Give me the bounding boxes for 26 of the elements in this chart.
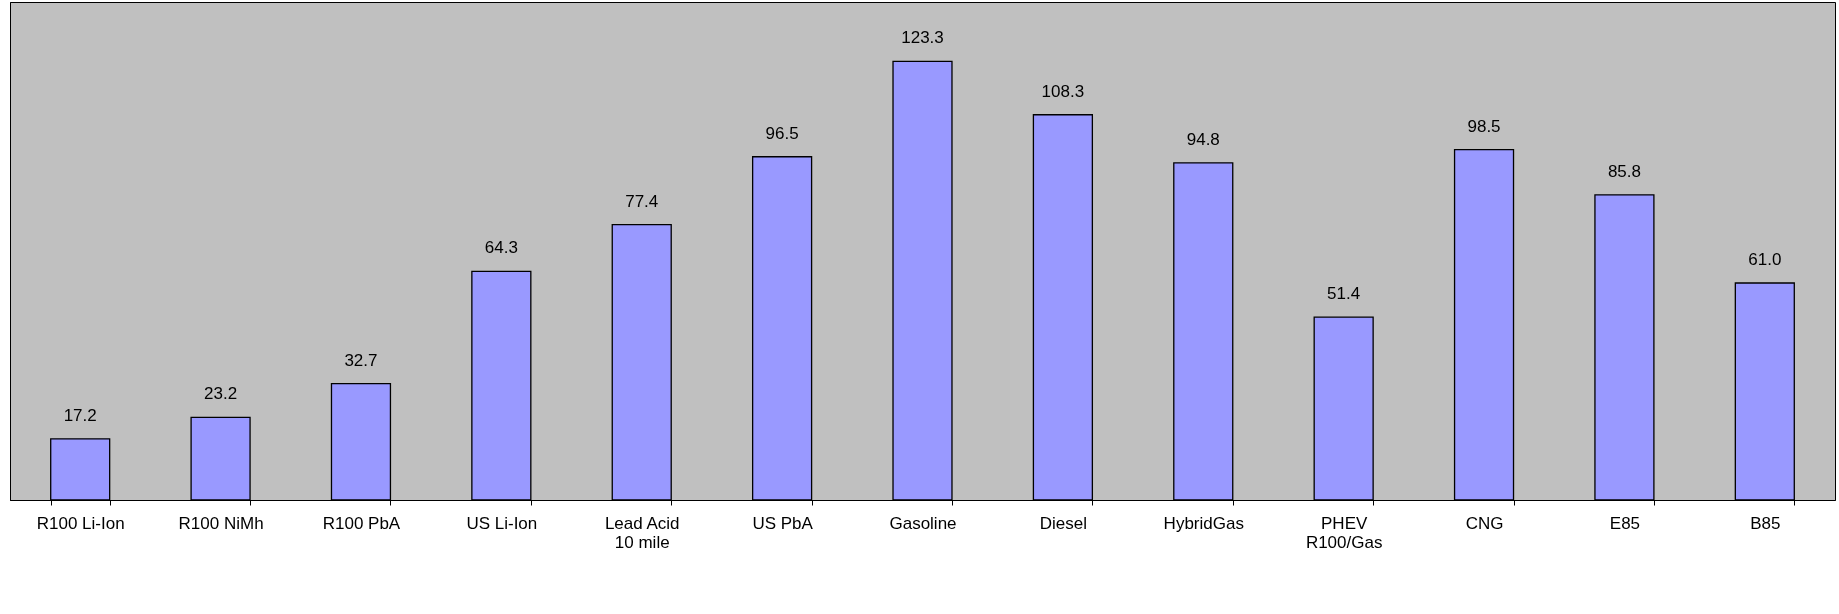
x-tick-label: R100 Li-Ion (36, 513, 125, 533)
x-tick-label: PHEV R100/Gas (1305, 513, 1383, 552)
x-tick-label: HybridGas (1163, 513, 1244, 533)
data-label: 123.3 (901, 28, 944, 48)
x-tick-label: B85 (1750, 513, 1781, 533)
data-label: 108.3 (1041, 81, 1085, 101)
x-tick-label: Gasoline (889, 513, 957, 533)
x-tick-label: CNG (1465, 513, 1504, 533)
x-tick-label: Diesel (1039, 513, 1088, 533)
x-tick-label: R100 PbA (322, 513, 401, 533)
x-tick-label: E85 (1609, 513, 1641, 533)
data-label: 96.5 (765, 123, 799, 143)
data-label: 64.3 (484, 238, 518, 258)
data-label: 23.2 (204, 384, 238, 404)
data-label: 98.5 (1467, 116, 1501, 136)
data-label: 51.4 (1327, 284, 1361, 304)
data-label: 61.0 (1748, 250, 1782, 270)
data-label: 94.8 (1186, 129, 1220, 149)
x-tick-label: Lead Acid 10 mile (604, 513, 680, 552)
data-label: 32.7 (344, 350, 378, 370)
x-tick-label: US PbA (752, 513, 814, 533)
data-label: 85.8 (1607, 161, 1641, 181)
data-label: 77.4 (625, 191, 659, 211)
x-tick-label: R100 NiMh (178, 513, 264, 533)
data-label: 17.2 (63, 405, 97, 425)
x-tick-label: US Li-Ion (466, 513, 538, 533)
